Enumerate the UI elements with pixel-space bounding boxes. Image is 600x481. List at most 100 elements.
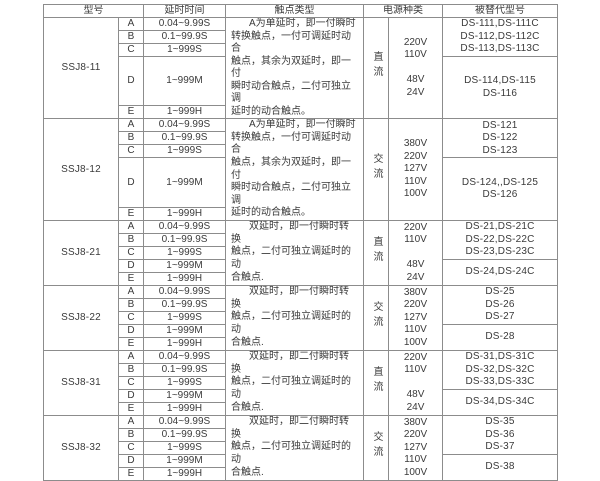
replaced-model: DS-22,DS-22C [465, 233, 535, 245]
contact-type-text: A为单延时，即一付瞬时 转换触点，一付可调延时动合 触点，其余为双延时，即一付 … [231, 119, 356, 219]
delay-range: 1~999S [143, 144, 226, 159]
power-kind-cell: 直流 [363, 16, 389, 120]
delay-range: 1~999S [143, 43, 226, 57]
delay-range: 1~999M [143, 258, 226, 273]
table-row: SSJ8-11 A 0.04~9.99S A为单延时，即一付瞬时 转换触点，一付… [43, 16, 558, 120]
power-kind-text: 直流 [371, 235, 382, 266]
replaced-model: DS-122 [482, 132, 518, 144]
power-kind-cell: 直流 [363, 219, 389, 286]
voltage-cell: 220V 110V 48V 24V [388, 219, 443, 286]
voltage-cell: 220V 110V 48V 24V [388, 349, 443, 416]
replaced-models-bottom: DS-28 [442, 323, 558, 351]
variant-letter: A [118, 118, 144, 133]
voltage-value: 110V [404, 364, 427, 375]
variant-letter: A [118, 219, 144, 234]
variant-letter: A [118, 414, 144, 429]
replaced-models-bottom: DS-114,DS-115 DS-116 [442, 55, 558, 120]
variant-letter: B [118, 297, 144, 312]
replaced-models-top: DS-21,DS-21C DS-22,DS-22C DS-23,DS-23C [442, 219, 558, 260]
model-cell: SSJ8-21 [43, 219, 119, 286]
voltage-value: 48V [406, 74, 425, 86]
replaced-model: DS-111,DS-111C [461, 18, 539, 30]
variant-letter: B [118, 131, 144, 146]
delay-range: 1~999H [143, 336, 226, 351]
power-kind-cell: 直流 [363, 349, 389, 416]
delay-range: 1~999H [143, 401, 226, 416]
replaced-model: DS-37 [485, 441, 515, 452]
replaced-models-bottom: DS-34,DS-34C [442, 388, 558, 416]
variant-letter: C [118, 144, 144, 159]
table-row: D 1~999M DS-124,,DS-125 DS-126 [44, 157, 558, 221]
variant-letter: A [118, 349, 144, 364]
voltage-value: 24V [406, 401, 425, 413]
header-row: 型号 延时时间 触点类型 电源种类 被替代型号 [43, 4, 558, 18]
model-cell: SSJ8-31 [43, 349, 119, 416]
delay-range: 1~999H [143, 206, 226, 221]
contact-type-text: 双延时，即二付瞬时转换 触点，二付可独立调延时的动 合触点. [231, 351, 351, 413]
variant-letter: E [118, 105, 144, 120]
contact-type-cell: 双延时，即二付瞬时转换 触点，二付可独立调延时的动 合触点. [225, 414, 364, 481]
delay-range: 0.04~9.99S [143, 219, 226, 234]
voltage-value: 48V [406, 389, 425, 400]
variant-letter: C [118, 440, 144, 455]
table-row: SSJ8-31 A 0.04~9.99S 双延时，即二付瞬时转换 触点，二付可独… [43, 349, 558, 416]
header-power: 电源种类 [363, 4, 443, 18]
voltage-value: 380V [403, 416, 428, 428]
variant-letter: D [118, 388, 144, 403]
power-kind-cell: 交流 [363, 414, 389, 481]
delay-range: 1~999H [143, 271, 226, 286]
delay-range: 0.1~99.9S [143, 297, 226, 312]
replaced-model: DS-28 [485, 331, 515, 342]
table-row: D 1~999M DS-114,DS-115 DS-116 [44, 55, 558, 120]
voltage-value [390, 62, 442, 75]
replaced-model: DS-23,DS-23C [465, 246, 535, 257]
replaced-model: DS-33,DS-33C [465, 376, 535, 387]
replaced-models-top: DS-31,DS-31C DS-32,DS-32C DS-33,DS-33C [442, 349, 558, 390]
delay-range: 0.1~99.9S [143, 232, 226, 247]
model-cell: SSJ8-22 [43, 284, 119, 351]
voltage-value [390, 377, 442, 390]
variant-letter: C [118, 245, 144, 260]
voltage-value: 220V [403, 221, 428, 233]
variant-letter: A [118, 17, 144, 31]
delay-range: 0.1~99.9S [143, 30, 226, 44]
model-cell: SSJ8-11 [43, 16, 119, 120]
delay-range: 1~999M [143, 388, 226, 403]
voltage-value: 220V [403, 150, 428, 162]
table-row: C 1~999S [44, 43, 558, 57]
variant-letter: C [118, 375, 144, 390]
replaced-model: DS-123 [482, 144, 518, 156]
power-kind-text: 交流 [371, 430, 382, 461]
variant-letter: E [118, 466, 144, 481]
voltage-value: 380V [403, 138, 428, 150]
replaced-model: DS-32,DS-32C [465, 363, 535, 375]
table-row: E 1~999H [44, 336, 558, 351]
replaced-model: DS-26 [485, 298, 515, 310]
contact-type-cell: 双延时，即二付瞬时转换 触点，二付可独立调延时的动 合触点. [225, 349, 364, 416]
power-kind-text: 交流 [371, 152, 382, 183]
delay-range: 0.04~9.99S [143, 349, 226, 364]
replaced-models-bottom: DS-38 [442, 453, 558, 481]
variant-letter: B [118, 427, 144, 442]
voltage-value: 127V [403, 311, 428, 323]
table-row: SSJ8-32 A 0.04~9.99S 双延时，即二付瞬时转换 触点，二付可独… [43, 414, 558, 481]
replaced-model: DS-31,DS-31C [465, 351, 535, 362]
voltage-value: 220V [403, 429, 428, 440]
delay-range: 1~999M [143, 157, 226, 208]
variant-letter: E [118, 401, 144, 416]
header-replaced: 被替代型号 [442, 4, 558, 18]
contact-type-text: 双延时，即二付瞬时转换 触点，二付可独立调延时的动 合触点. [231, 416, 351, 478]
voltage-value [390, 247, 442, 260]
relay-spec-table: 型号 延时时间 触点类型 电源种类 被替代型号 SSJ8-11 A 0.04~9… [43, 4, 558, 481]
replaced-models-top: DS-111,DS-111C DS-112,DS-112C DS-113,DS-… [442, 17, 558, 57]
replaced-models-top: DS-25 DS-26 DS-27 [442, 284, 558, 325]
contact-type-cell: A为单延时，即一付瞬时 转换触点，一付可调延时动合 触点，其余为双延时，即一付 … [225, 16, 364, 120]
voltage-value: 24V [406, 271, 425, 283]
replaced-model: DS-34,DS-34C [465, 396, 535, 407]
contact-type-text: 双延时，即一付瞬时转换 触点，二付可独立调延时的动 合触点. [231, 286, 351, 348]
voltage-value: 220V [403, 36, 428, 48]
voltage-cell: 380V 220V 127V 110V 100V [388, 118, 443, 221]
voltage-value: 100V [403, 188, 428, 200]
voltage-cell: 380V 220V 127V 110V 100V [388, 284, 443, 351]
voltage-value: 24V [406, 86, 425, 98]
